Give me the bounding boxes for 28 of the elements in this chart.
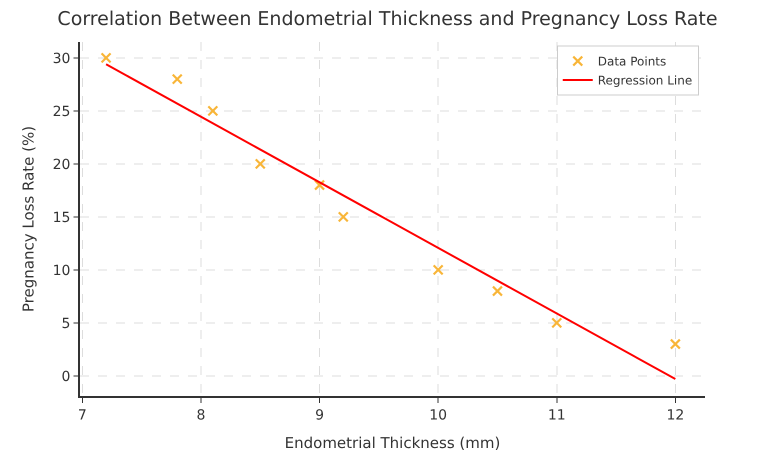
x-tick-label: 11 [548,408,566,424]
point [172,74,183,85]
y-tick-label: 0 [62,368,70,385]
legend-label: Data Points [598,54,666,69]
x-tick-label: 12 [666,408,684,424]
point [551,317,562,328]
point [100,52,112,64]
y-tick-label: 15 [52,210,70,226]
point [432,264,444,276]
x-tick-label: 10 [429,408,448,424]
x-tick-label: 8 [196,408,206,424]
x-axis-title: Endometrial Thickness (mm) [284,434,500,452]
chart-title: Correlation Between Endometrial Thickness and Pregnancy Loss Rate [57,8,718,30]
y-tick-label: 30 [52,50,70,67]
point [492,285,504,297]
point [338,211,349,222]
y-axis-title: Pregnancy Loss Rate (%) [19,126,38,312]
point [254,158,266,170]
legend-label: Regression Line [598,74,692,88]
point [314,179,326,191]
y-tick-label: 10 [52,262,70,279]
y-tick-label: 25 [52,104,70,120]
x-tick-label: 7 [78,408,87,424]
x-tick-label: 9 [315,408,324,424]
y-tick-label: 5 [62,316,70,332]
y-tick-label: 20 [52,156,70,173]
point [670,338,681,350]
point [207,105,218,116]
